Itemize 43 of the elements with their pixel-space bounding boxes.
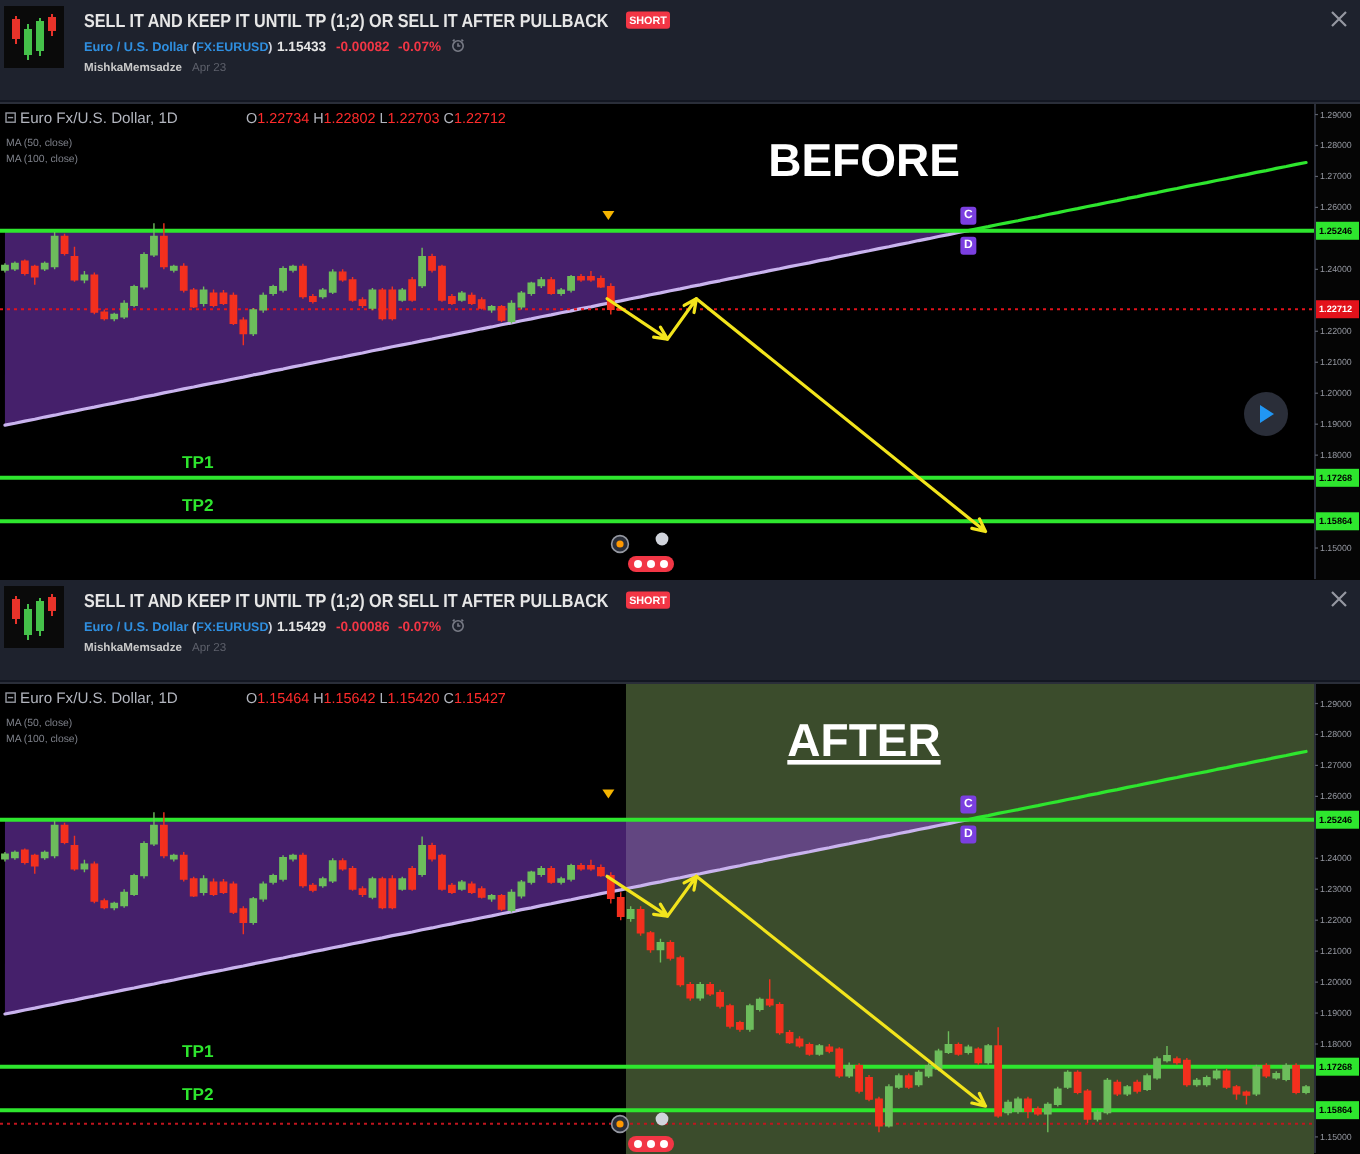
- ref-line-label: TP2: [181, 495, 214, 516]
- candlestick: [845, 1061, 854, 1079]
- candlestick: [696, 981, 705, 1002]
- candlestick: [487, 893, 496, 903]
- annotation: AFTER: [787, 714, 942, 766]
- candlestick: [487, 304, 496, 314]
- candlestick: [1063, 1069, 1072, 1090]
- ref-line-label: TP2: [181, 1084, 214, 1105]
- candlestick: [408, 276, 417, 303]
- candlestick: [626, 905, 635, 923]
- candlestick: [964, 1043, 973, 1056]
- candlestick: [904, 1072, 913, 1090]
- candlestick: [160, 222, 168, 271]
- candlestick: [398, 876, 407, 892]
- candlestick: [974, 1046, 983, 1066]
- candlestick: [398, 287, 407, 303]
- candlestick: [160, 811, 168, 859]
- candlestick: [457, 879, 466, 892]
- candlestick: [418, 246, 426, 289]
- candlestick: [1123, 1084, 1132, 1097]
- ref-line-label: TP1: [181, 451, 214, 472]
- annotation: BEFORE: [768, 134, 960, 186]
- candlestick: [815, 1043, 824, 1057]
- candlestick: [418, 835, 426, 878]
- candlestick: [457, 290, 466, 303]
- candlestick: [994, 1026, 1003, 1119]
- candlestick: [1252, 1064, 1261, 1097]
- candlestick: [1113, 1078, 1122, 1097]
- candlestick: [408, 865, 417, 892]
- chart-title: SELL IT AND KEEP IT UNTIL TP (1;2) OR SELL IT AFTER PULLBACK: [84, 9, 610, 32]
- candlestick: [169, 852, 178, 863]
- candlestick: [656, 938, 665, 964]
- candlestick: [169, 264, 178, 274]
- candlestick: [984, 1043, 993, 1066]
- candlestick: [80, 859, 89, 873]
- candlestick: [547, 276, 556, 296]
- chart-title: SELL IT AND KEEP IT UNTIL TP (1;2) OR SELL IT AFTER PULLBACK: [84, 589, 610, 612]
- candlestick: [1292, 1062, 1300, 1095]
- candlestick: [1133, 1078, 1142, 1095]
- ref-line-label: TP1: [181, 1040, 214, 1061]
- candlestick: [1262, 1062, 1271, 1079]
- candlestick: [547, 865, 556, 885]
- candlestick: [1302, 1084, 1310, 1095]
